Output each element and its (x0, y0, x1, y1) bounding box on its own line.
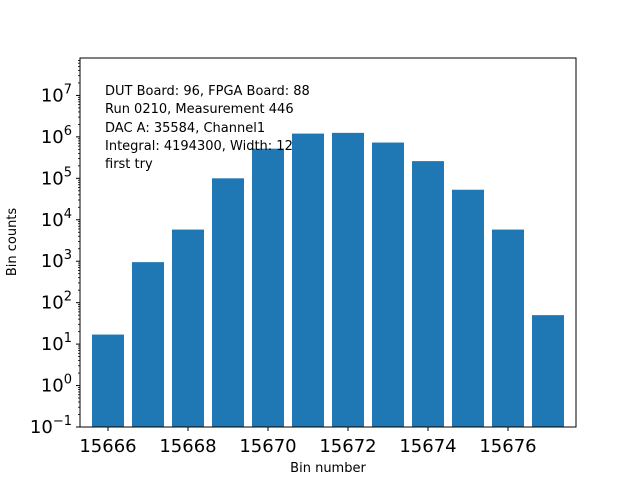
x-tick-label: 15676 (479, 436, 536, 457)
x-axis-ticks: 15666 15668 15670 15672 15674 15676 (79, 427, 537, 457)
y-tick-label: 106 (41, 124, 72, 148)
y-tick-label: 104 (41, 207, 72, 231)
y-tick-label: 102 (41, 290, 72, 314)
bar (372, 142, 404, 428)
y-axis-ticks: 10−1 100 101 102 103 104 105 106 107 (30, 60, 80, 438)
bar (172, 229, 204, 427)
annotation-line: first try (105, 157, 153, 172)
y-tick-label: 101 (41, 331, 72, 355)
annotation-line: Run 0210, Measurement 446 (105, 102, 294, 117)
y-tick-label: 100 (41, 373, 72, 397)
bar (212, 178, 244, 427)
x-tick-label: 15672 (319, 436, 376, 457)
bar (92, 334, 124, 427)
y-axis-label: Bin counts (5, 208, 20, 277)
annotation-line: DUT Board: 96, FPGA Board: 88 (105, 84, 310, 99)
annotation-line: Integral: 4194300, Width: 12 (105, 139, 293, 154)
x-tick-label: 15670 (239, 436, 296, 457)
plot-frame (79, 57, 577, 428)
bar (412, 161, 444, 427)
y-tick-label: 105 (41, 165, 72, 189)
bar (332, 132, 364, 428)
bar (132, 262, 164, 427)
x-tick-label: 15674 (399, 436, 456, 457)
x-tick-label: 15668 (159, 436, 216, 457)
y-tick-label: 10−1 (30, 414, 72, 438)
y-tick-label: 107 (41, 82, 72, 106)
bar (292, 133, 324, 427)
x-tick-label: 15666 (79, 436, 136, 457)
bar (452, 189, 484, 427)
annotation-line: DAC A: 35584, Channel1 (105, 121, 265, 136)
bar (532, 315, 564, 427)
bar (252, 148, 284, 427)
y-tick-label: 103 (41, 248, 72, 272)
bars-group (92, 132, 564, 428)
bar (492, 229, 524, 427)
x-axis-label: Bin number (290, 461, 366, 476)
annotation-block: DUT Board: 96, FPGA Board: 88 Run 0210, … (105, 84, 310, 172)
